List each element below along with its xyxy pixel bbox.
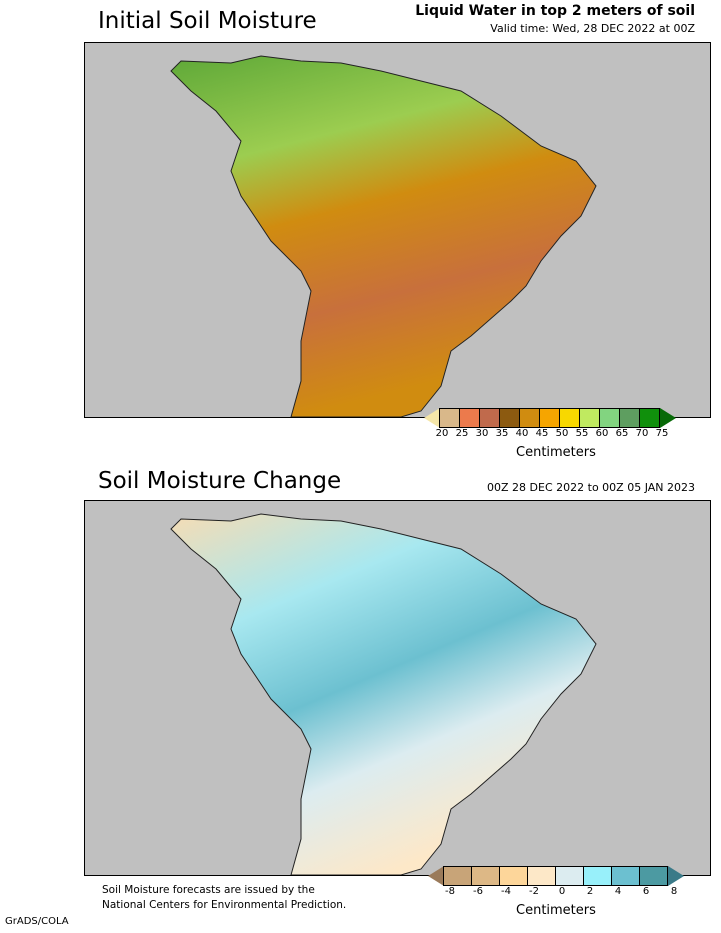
colorbar-tick-label: 65	[615, 428, 629, 439]
colorbar-tick-label: 6	[642, 886, 650, 897]
colorbar-arrow-left	[428, 866, 444, 886]
colorbar-arrow-left	[424, 408, 440, 428]
colorbar-swatch	[479, 408, 500, 428]
colorbar-tick-label: 2	[586, 886, 594, 897]
footnote: Soil Moisture forecasts are issued by th…	[102, 883, 346, 913]
colorbar-swatch	[555, 866, 584, 886]
colorbar-swatch	[519, 408, 540, 428]
south-america-landmass	[170, 513, 597, 875]
colorbar-arrow-right	[668, 866, 684, 886]
colorbar-tick-label: 25	[455, 428, 469, 439]
colorbar-tick-label: 50	[555, 428, 569, 439]
colorbar-swatch	[527, 866, 556, 886]
colorbar-tick-label: 30	[475, 428, 489, 439]
credit: GrADS/COLA	[5, 916, 69, 927]
colorbar-arrow-right	[660, 408, 676, 428]
top-colorbar-unit: Centimeters	[516, 445, 596, 460]
colorbar-tick-label: 4	[614, 886, 622, 897]
colorbar-tick-label: 8	[670, 886, 678, 897]
soil-moisture-change-map	[84, 500, 711, 876]
bottom-subtitle: 00Z 28 DEC 2022 to 00Z 05 JAN 2023	[487, 481, 695, 494]
colorbar-swatch	[579, 408, 600, 428]
colorbar-swatch	[583, 866, 612, 886]
south-america-landmass	[170, 55, 597, 417]
colorbar-swatch	[539, 408, 560, 428]
colorbar-tick-label: -6	[473, 886, 483, 897]
valid-time: Valid time: Wed, 28 DEC 2022 at 00Z	[490, 22, 695, 35]
colorbar-tick-label: 45	[535, 428, 549, 439]
colorbar-swatch	[639, 408, 660, 428]
top-subtitle: Liquid Water in top 2 meters of soil	[415, 3, 695, 19]
footnote-line: National Centers for Environmental Predi…	[102, 899, 347, 911]
bottom-colorbar-unit: Centimeters	[516, 903, 596, 918]
colorbar-swatch	[619, 408, 640, 428]
colorbar-swatch	[443, 866, 472, 886]
colorbar-tick-label: -4	[501, 886, 511, 897]
colorbar-swatch	[559, 408, 580, 428]
colorbar-tick-label: -8	[445, 886, 455, 897]
colorbar-swatch	[439, 408, 460, 428]
bottom-colorbar: -8 -6 -4 -2 0 2 4 6 8	[428, 866, 688, 897]
colorbar-tick-label: -2	[529, 886, 539, 897]
colorbar-swatch	[599, 408, 620, 428]
colorbar-swatch	[499, 408, 520, 428]
colorbar-tick-label: 75	[655, 428, 669, 439]
colorbar-swatch	[499, 866, 528, 886]
top-title: Initial Soil Moisture	[98, 8, 317, 34]
soil-moisture-map	[84, 42, 711, 418]
footnote-line: Soil Moisture forecasts are issued by th…	[102, 884, 315, 896]
colorbar-tick-label: 70	[635, 428, 649, 439]
bottom-title: Soil Moisture Change	[98, 468, 342, 494]
colorbar-swatch	[639, 866, 668, 886]
colorbar-swatch	[611, 866, 640, 886]
colorbar-tick-label: 20	[435, 428, 449, 439]
colorbar-tick-label: 60	[595, 428, 609, 439]
top-colorbar: 20 25 30 35 40 45 50 55 60 65 70 75	[424, 408, 676, 439]
colorbar-tick-label: 35	[495, 428, 509, 439]
colorbar-tick-label: 40	[515, 428, 529, 439]
colorbar-swatch	[471, 866, 500, 886]
colorbar-tick-label: 0	[558, 886, 566, 897]
colorbar-tick-label: 55	[575, 428, 589, 439]
colorbar-swatch	[459, 408, 480, 428]
